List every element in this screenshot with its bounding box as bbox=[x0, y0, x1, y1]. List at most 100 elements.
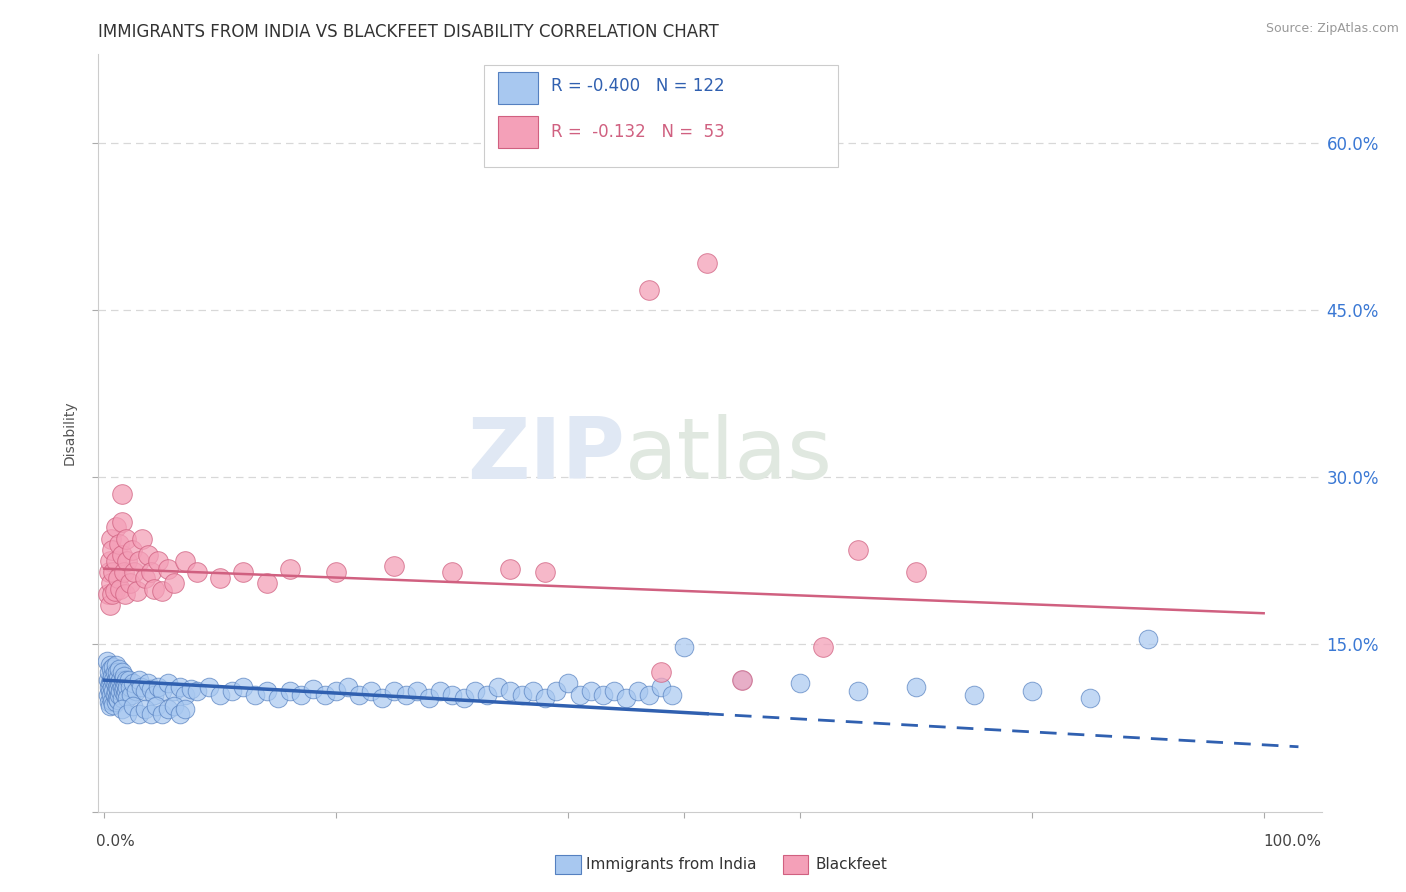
Point bbox=[278, 684, 301, 698]
Point bbox=[97, 665, 120, 680]
Point bbox=[103, 684, 125, 698]
Point bbox=[97, 673, 120, 688]
Point bbox=[136, 676, 159, 690]
Point bbox=[108, 676, 131, 690]
Point bbox=[100, 688, 122, 702]
Point bbox=[104, 676, 127, 690]
Point bbox=[98, 684, 121, 698]
Point bbox=[904, 680, 927, 694]
Point bbox=[108, 537, 131, 551]
Point bbox=[441, 688, 464, 702]
Point bbox=[139, 565, 162, 579]
Point bbox=[107, 571, 129, 585]
Point bbox=[108, 662, 131, 676]
Point bbox=[1136, 632, 1159, 646]
Y-axis label: Disability: Disability bbox=[63, 401, 77, 465]
Point bbox=[256, 684, 278, 698]
Point bbox=[592, 688, 614, 702]
Point bbox=[156, 562, 179, 576]
Point bbox=[104, 520, 127, 534]
Point bbox=[104, 554, 127, 568]
Point bbox=[163, 684, 186, 698]
Point bbox=[1021, 684, 1043, 698]
Point bbox=[101, 680, 124, 694]
Point bbox=[98, 657, 121, 672]
Point bbox=[114, 688, 136, 702]
Point bbox=[464, 684, 486, 698]
Point bbox=[107, 671, 129, 685]
Point bbox=[107, 682, 129, 697]
Point bbox=[533, 565, 555, 579]
Point bbox=[186, 565, 208, 579]
Point bbox=[134, 571, 156, 585]
Point bbox=[104, 696, 127, 710]
Point bbox=[209, 688, 232, 702]
Point bbox=[104, 688, 127, 702]
Point bbox=[97, 696, 120, 710]
Point bbox=[522, 684, 544, 698]
Point bbox=[110, 684, 132, 698]
Text: ZIP: ZIP bbox=[467, 414, 624, 497]
Point bbox=[104, 684, 127, 698]
Point bbox=[98, 599, 121, 613]
Point bbox=[97, 587, 120, 601]
Point bbox=[101, 542, 124, 557]
Point bbox=[418, 691, 440, 706]
Point bbox=[110, 487, 132, 501]
Point bbox=[110, 548, 132, 563]
Point bbox=[100, 576, 122, 591]
Point bbox=[110, 515, 132, 529]
Text: IMMIGRANTS FROM INDIA VS BLACKFEET DISABILITY CORRELATION CHART: IMMIGRANTS FROM INDIA VS BLACKFEET DISAB… bbox=[98, 23, 720, 41]
Point bbox=[180, 682, 202, 697]
Point bbox=[134, 684, 156, 698]
Point bbox=[104, 665, 127, 680]
Point bbox=[278, 562, 301, 576]
Point bbox=[533, 691, 555, 706]
Point bbox=[846, 542, 869, 557]
Point bbox=[111, 684, 134, 698]
Point bbox=[163, 698, 186, 713]
Point bbox=[112, 669, 135, 683]
Point bbox=[111, 673, 134, 688]
Point bbox=[546, 684, 568, 698]
Text: 0.0%: 0.0% bbox=[96, 834, 135, 848]
Point bbox=[731, 673, 754, 688]
FancyBboxPatch shape bbox=[484, 65, 838, 168]
Point bbox=[568, 688, 591, 702]
Text: R = -0.400   N = 122: R = -0.400 N = 122 bbox=[551, 77, 724, 95]
Point bbox=[232, 565, 254, 579]
Point bbox=[811, 640, 834, 654]
Point bbox=[349, 688, 371, 702]
Point bbox=[614, 691, 637, 706]
Point bbox=[336, 680, 359, 694]
Point bbox=[98, 698, 121, 713]
Point bbox=[150, 584, 173, 599]
Point bbox=[232, 680, 254, 694]
Point bbox=[429, 684, 451, 698]
Point bbox=[650, 680, 672, 694]
Point bbox=[441, 565, 464, 579]
Point bbox=[103, 565, 125, 579]
Point bbox=[112, 680, 135, 694]
Point bbox=[97, 565, 120, 579]
Point bbox=[98, 676, 121, 690]
Point bbox=[108, 688, 131, 702]
Text: R =  -0.132   N =  53: R = -0.132 N = 53 bbox=[551, 122, 724, 141]
Point bbox=[110, 691, 132, 706]
Text: Immigrants from India: Immigrants from India bbox=[586, 857, 756, 871]
Point bbox=[603, 684, 626, 698]
Point bbox=[112, 565, 135, 579]
Point bbox=[150, 684, 173, 698]
Point bbox=[115, 684, 138, 698]
Point bbox=[638, 283, 661, 297]
Point bbox=[1078, 691, 1101, 706]
Point bbox=[150, 706, 173, 721]
Point bbox=[121, 542, 143, 557]
Point bbox=[128, 706, 150, 721]
Point bbox=[98, 554, 121, 568]
Point bbox=[122, 698, 145, 713]
Point bbox=[118, 576, 141, 591]
Point bbox=[290, 688, 312, 702]
Point bbox=[243, 688, 266, 702]
Point bbox=[101, 587, 124, 601]
